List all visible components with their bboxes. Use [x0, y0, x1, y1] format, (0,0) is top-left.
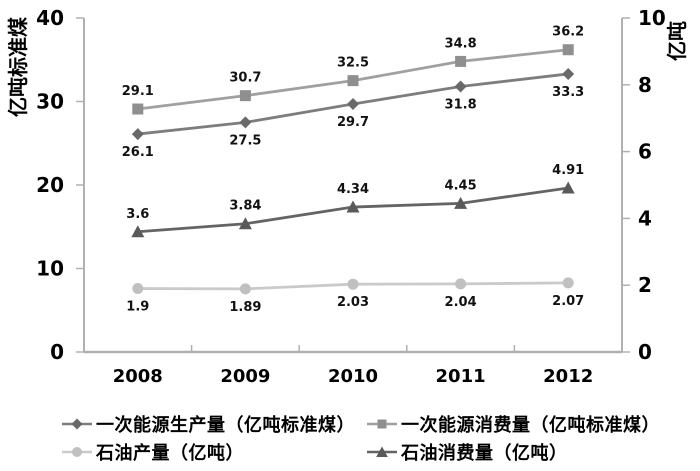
series-0-data-label: 31.8: [445, 97, 477, 112]
legend-item-primary-energy-consumption: 一次能源消费量（亿吨标准煤）: [367, 412, 660, 436]
right-axis-title: 亿吨: [665, 21, 689, 61]
square-icon: [367, 419, 397, 429]
diamond-line-marker-icon: [62, 417, 92, 431]
x-axis-category-label: 2011: [436, 366, 486, 387]
series-1-square-marker: [239, 90, 251, 102]
x-axis-category-label: 2012: [543, 366, 593, 387]
series-3-data-label: 3.84: [229, 199, 261, 214]
series-3-data-label: 4.91: [552, 163, 584, 178]
legend-label-oil-consumption: 石油消费量（亿吨）: [401, 443, 568, 463]
series-1-square-marker: [562, 44, 574, 56]
left-axis-tick-label: 0: [50, 340, 64, 364]
x-axis-category-label: 2008: [113, 366, 163, 387]
x-axis-category-label: 2010: [328, 366, 378, 387]
series-0-diamond-marker: [239, 116, 252, 129]
series-0-data-label: 33.3: [552, 85, 584, 100]
left-axis-tick-label: 10: [36, 257, 64, 281]
legend-item-oil-consumption: 石油消费量（亿吨）: [367, 440, 568, 464]
series-2-data-label: 2.04: [445, 295, 477, 310]
series-2-data-label: 2.07: [552, 294, 584, 309]
series-3-triangle-marker: [561, 181, 575, 194]
series-1-data-label: 29.1: [122, 84, 154, 99]
series-0-diamond-marker: [454, 80, 467, 93]
legend-item-oil-production: 石油产量（亿吨）: [62, 440, 244, 464]
chart-legend: 一次能源生产量（亿吨标准煤） 一次能源消费量（亿吨标准煤） 石油产量（亿吨） 石…: [0, 400, 700, 471]
legend-label-primary-energy-production: 一次能源生产量（亿吨标准煤）: [96, 415, 355, 435]
legend-item-primary-energy-production: 一次能源生产量（亿吨标准煤）: [62, 412, 355, 436]
series-1-data-label: 36.2: [552, 25, 584, 40]
series-0-data-label: 26.1: [122, 145, 154, 160]
left-axis-tick-label: 40: [36, 6, 64, 30]
series-1-data-label: 32.5: [337, 56, 369, 71]
circle-icon: [62, 447, 92, 457]
series-2-data-label: 2.03: [337, 295, 369, 310]
right-axis-tick-label: 6: [638, 140, 652, 164]
series-3-triangle-marker: [346, 200, 360, 213]
right-axis-tick-label: 8: [638, 73, 652, 97]
series-1-data-label: 34.8: [445, 36, 477, 51]
right-axis-tick-label: 10: [638, 6, 666, 30]
left-axis-tick-label: 20: [36, 173, 64, 197]
triangle-icon: [367, 446, 397, 457]
series-0-data-label: 29.7: [337, 115, 369, 130]
series-0-data-label: 27.5: [229, 133, 261, 148]
left-axis-tick-label: 30: [36, 90, 64, 114]
series-2-circle-marker: [347, 278, 359, 290]
series-3-triangle-marker: [131, 225, 145, 238]
series-2-circle-marker: [562, 277, 574, 289]
legend-label-primary-energy-consumption: 一次能源消费量（亿吨标准煤）: [401, 415, 660, 435]
series-3-data-label: 4.45: [445, 178, 477, 193]
dual-axis-line-chart: 0 10 20 30 40 0 2 4 6 8 10 2008 2009 2010 2011 2012 亿吨标准…: [6, 6, 689, 387]
series-3-triangle-marker: [454, 196, 468, 209]
series-1-square-marker: [347, 75, 359, 87]
series-2-data-label: 1.89: [229, 300, 261, 315]
circle-line-marker-icon: [62, 445, 92, 459]
diamond-icon: [62, 418, 92, 430]
series-3-data-label: 3.6: [126, 207, 149, 222]
triangle-line-marker-icon: [367, 445, 397, 459]
x-axis-category-label: 2009: [220, 366, 270, 387]
series-3-triangle-marker: [238, 217, 252, 230]
series-1-square-marker: [132, 103, 144, 115]
series-2-data-label: 1.9: [126, 300, 149, 315]
legend-label-oil-production: 石油产量（亿吨）: [96, 443, 244, 463]
series-0-diamond-marker: [131, 128, 144, 141]
right-axis-tick-label: 2: [638, 273, 652, 297]
series-2-circle-marker: [455, 278, 467, 290]
series-3-data-label: 4.34: [337, 182, 369, 197]
square-line-marker-icon: [367, 417, 397, 431]
series-0-diamond-marker: [562, 67, 575, 80]
series-2-circle-marker: [132, 283, 144, 295]
chart-canvas: 0 10 20 30 40 0 2 4 6 8 10 2008 2009 2010 2011 2012 亿吨标准…: [6, 6, 689, 387]
left-axis-title: 亿吨标准煤: [6, 17, 30, 117]
series-1-square-marker: [455, 55, 467, 67]
series-1-data-label: 30.7: [229, 71, 261, 86]
right-axis-tick-label: 4: [638, 206, 652, 230]
series-0-diamond-marker: [347, 98, 359, 111]
right-axis-tick-label: 0: [638, 340, 652, 364]
series-2-circle-marker: [239, 283, 251, 295]
